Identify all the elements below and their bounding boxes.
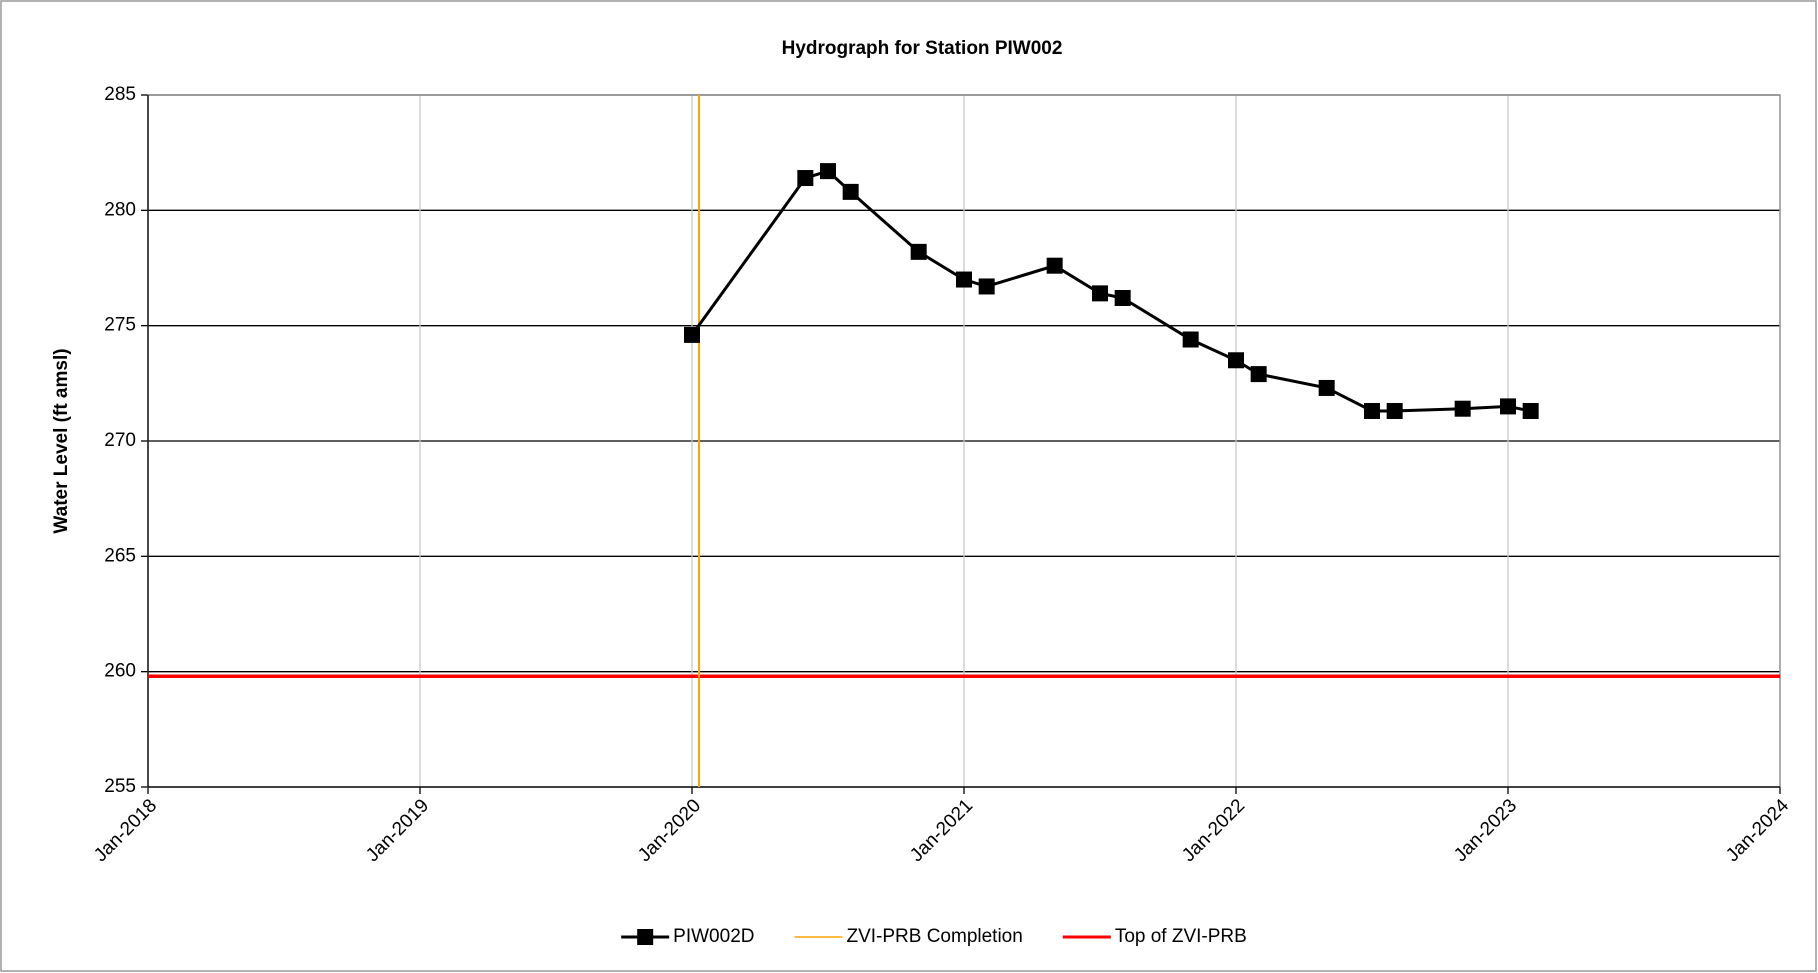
data-point [1454,400,1471,417]
chart-title: Hydrograph for Station PIW002 [782,38,1063,59]
data-point [1500,398,1516,415]
legend-label: PIW002D [673,926,754,947]
data-point [1228,352,1244,369]
legend: PIW002D ZVI-PRB Completion Top of ZVI-PRB [621,926,1247,947]
y-tick-label: 260 [104,661,136,682]
data-point [1046,257,1063,274]
data-point [1386,403,1403,420]
legend-marker [637,929,654,945]
data-point [1092,285,1108,302]
data-point [956,271,972,288]
data-point [684,326,700,343]
data-point [797,170,814,187]
data-point [842,183,859,200]
y-tick-label: 280 [104,199,136,220]
data-point [978,278,995,295]
y-tick-label: 270 [104,430,136,451]
legend-label: ZVI-PRB Completion [846,926,1022,947]
data-point [1364,403,1380,420]
y-axis-label: Water Level (ft amsl) [51,348,72,533]
legend-label: Top of ZVI-PRB [1115,926,1247,947]
y-tick-label: 275 [104,315,136,336]
data-point [1522,403,1539,420]
y-tick-label: 285 [104,84,136,105]
data-point [1318,379,1335,396]
data-point [1182,331,1199,348]
data-point [820,163,836,180]
y-tick-label: 255 [104,776,136,797]
y-tick-label: 265 [104,545,136,566]
data-point [1114,289,1131,306]
data-point [1250,366,1267,383]
data-point [910,243,927,260]
